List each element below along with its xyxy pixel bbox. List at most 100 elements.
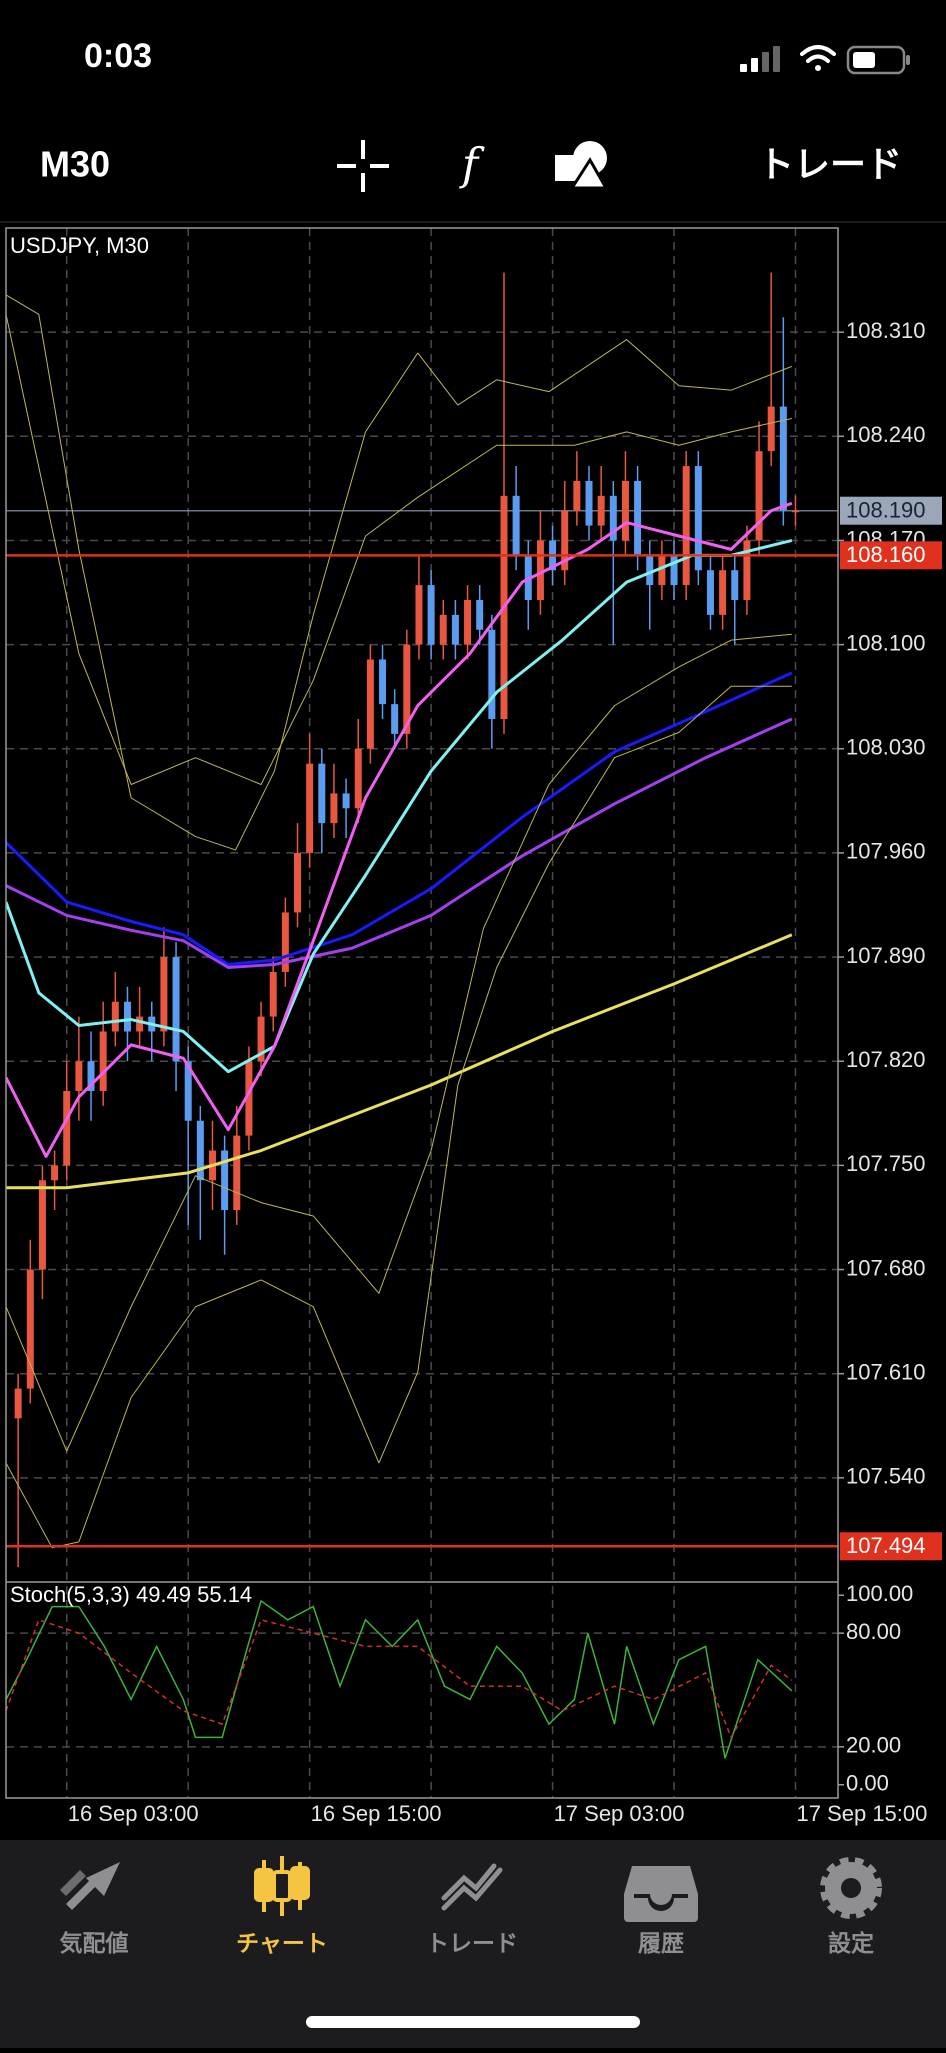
candle-body xyxy=(743,540,751,600)
candle-body xyxy=(585,480,593,526)
candle-body xyxy=(731,570,739,600)
tab-bar xyxy=(0,1840,946,2048)
current-price-box xyxy=(840,496,942,525)
trade-button[interactable]: トレード xyxy=(758,144,902,185)
trade-tab-icon xyxy=(441,1863,503,1911)
tab-label[interactable]: 設定 xyxy=(828,1930,874,1956)
x-tick-label: 16 Sep 03:00 xyxy=(68,1801,199,1826)
candle-body xyxy=(755,451,763,541)
timeframe-button[interactable]: M30 xyxy=(40,144,110,185)
indicator-panel xyxy=(6,1599,793,1759)
candle-body xyxy=(415,585,423,645)
candle-body xyxy=(294,852,302,913)
candle-body xyxy=(51,1165,59,1181)
tab-labels: 気配値 チャート トレード 履歴 設定 xyxy=(60,1930,875,1956)
candle-body xyxy=(306,763,314,853)
indicator-line xyxy=(6,933,793,1190)
candle-body xyxy=(342,793,350,809)
candle-body xyxy=(196,1120,204,1181)
candle-body xyxy=(99,1031,107,1091)
candle-body xyxy=(621,480,629,541)
candle-body xyxy=(609,495,617,541)
y-tick-label: 80.00 xyxy=(846,1619,901,1644)
candle-body xyxy=(172,957,180,1062)
candle-body xyxy=(476,599,484,630)
indicator-line xyxy=(6,539,793,1074)
candle-body xyxy=(512,495,520,556)
price-panel xyxy=(6,272,838,1568)
candle-body xyxy=(14,1388,22,1419)
candle-body xyxy=(245,1061,253,1136)
indicator-line xyxy=(6,314,792,785)
tab-label[interactable]: トレード xyxy=(426,1930,518,1956)
candle-body xyxy=(281,912,289,972)
candle-body xyxy=(719,570,727,615)
price-line-label: 107.494 xyxy=(846,1533,926,1558)
tab-label[interactable]: 履歴 xyxy=(638,1930,684,1956)
x-tick-label: 17 Sep 15:00 xyxy=(796,1801,927,1826)
candle-body xyxy=(767,406,775,452)
candle-body xyxy=(573,480,581,511)
objects-button[interactable] xyxy=(555,141,609,190)
candle-body xyxy=(136,1016,144,1032)
candle-body xyxy=(439,614,447,645)
price-line-label: 108.160 xyxy=(846,542,926,567)
candle-body xyxy=(318,763,326,824)
candle-body xyxy=(597,495,605,526)
indicator-line xyxy=(6,633,792,1452)
y-tick-label: 100.00 xyxy=(846,1581,913,1606)
status-time: 0:03 xyxy=(84,37,152,75)
y-tick-label: 107.680 xyxy=(846,1255,926,1280)
history-tab-icon xyxy=(624,1866,698,1922)
battery-icon xyxy=(846,45,910,75)
signal-icon xyxy=(740,46,780,72)
candle-body xyxy=(233,1135,241,1211)
price-line-box xyxy=(840,1532,942,1561)
tab-label[interactable]: 気配値 xyxy=(60,1930,129,1956)
y-tick-label: 108.100 xyxy=(846,630,926,655)
candle-body xyxy=(123,1001,131,1032)
x-tick-label: 17 Sep 03:00 xyxy=(554,1801,685,1826)
y-tick-label: 107.610 xyxy=(846,1360,926,1385)
candle-body xyxy=(160,957,168,1032)
y-tick-label: 108.030 xyxy=(846,735,926,760)
y-tick-label: 108.240 xyxy=(846,422,926,447)
y-tick-label: 107.890 xyxy=(846,943,926,968)
candle-body xyxy=(536,540,544,600)
y-tick-label: 107.540 xyxy=(846,1464,926,1489)
chart-tab-icon xyxy=(254,1856,310,1916)
candle-body xyxy=(561,510,569,571)
candle-body xyxy=(779,406,787,511)
candle-body xyxy=(694,466,702,571)
y-tick-label: 107.750 xyxy=(846,1151,926,1176)
crosshair-button[interactable] xyxy=(337,140,389,192)
home-indicator xyxy=(306,2016,640,2028)
candle-body xyxy=(257,1016,265,1062)
candle-body xyxy=(488,629,496,720)
candle-body xyxy=(111,1001,119,1032)
price-line-box xyxy=(840,541,942,570)
y-tick-label: 107.820 xyxy=(846,1047,926,1072)
wifi-icon xyxy=(800,45,836,71)
candle-body xyxy=(634,480,642,556)
candle-body xyxy=(451,614,459,645)
candle-body xyxy=(646,555,654,586)
indicator-line xyxy=(6,501,793,1158)
candle-body xyxy=(464,599,472,645)
y-tick-label: 108.310 xyxy=(846,318,926,343)
candle-body xyxy=(221,1150,229,1211)
candle-body xyxy=(670,555,678,586)
candle-body xyxy=(403,644,411,734)
x-tick-label: 16 Sep 15:00 xyxy=(311,1801,442,1826)
candle-body xyxy=(184,1061,192,1121)
candle-body xyxy=(658,555,666,586)
tab-label[interactable]: チャート xyxy=(236,1930,328,1956)
current-price-label: 108.190 xyxy=(846,498,926,523)
candle-body xyxy=(269,971,277,1017)
candle-body xyxy=(682,466,690,586)
stoch-line xyxy=(6,1599,793,1759)
candle-body xyxy=(791,510,799,513)
candle-body xyxy=(379,659,387,705)
